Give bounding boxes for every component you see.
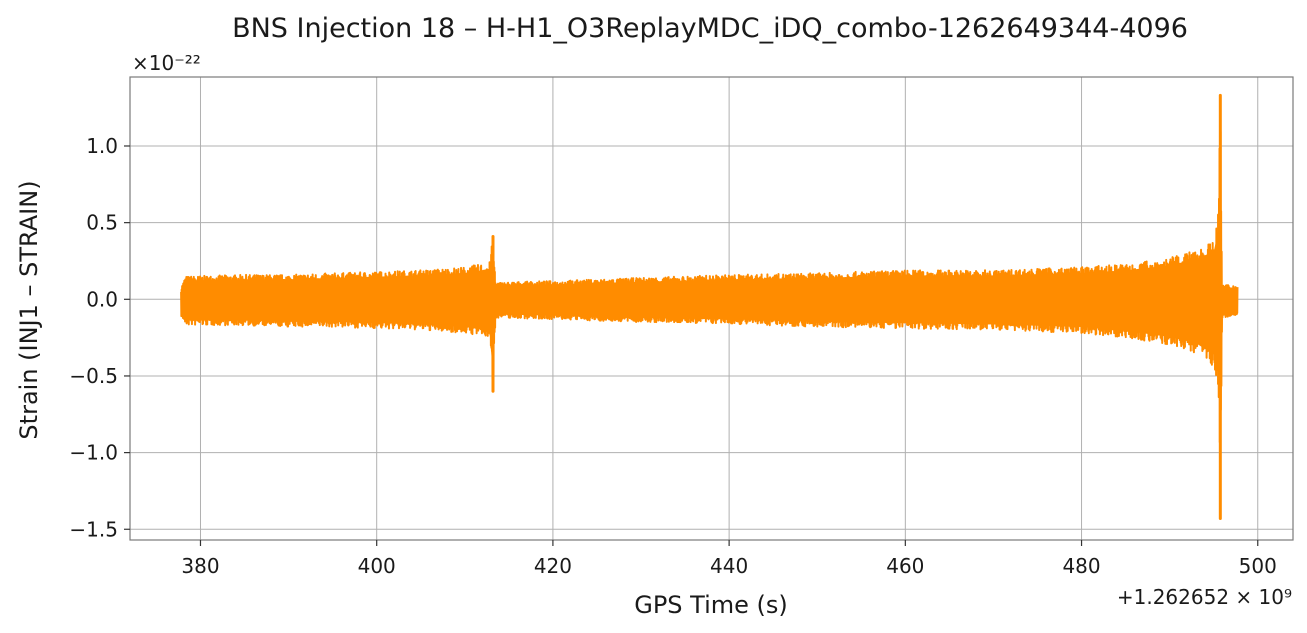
- y-tick-label: −1.0: [69, 441, 118, 465]
- x-axis-ticks: 380 400 420 440 460 480 500: [181, 540, 1277, 578]
- x-axis-label: GPS Time (s): [634, 591, 788, 619]
- y-tick-label: 1.0: [86, 134, 118, 158]
- series-layer: [180, 93, 1239, 521]
- x-tick-label: 500: [1239, 554, 1277, 578]
- plot-frame: [129, 76, 1294, 541]
- y-tick-label: 0.0: [86, 287, 118, 311]
- y-tick-label: 0.5: [86, 211, 118, 235]
- y-tick-label: −0.5: [69, 364, 118, 388]
- x-tick-label: 420: [534, 554, 572, 578]
- strain-series-line: [180, 130, 1239, 494]
- y-axis-label: Strain (INJ1 – STRAIN): [15, 180, 43, 439]
- y-tick-label: −1.5: [69, 517, 118, 541]
- x-tick-label: 380: [181, 554, 219, 578]
- y-axis-ticks: 1.0 0.5 0.0 −0.5 −1.0 −1.5: [69, 134, 130, 541]
- x-offset-label: +1.262652 × 10⁹: [1117, 585, 1292, 609]
- x-tick-label: 400: [358, 554, 396, 578]
- x-tick-label: 480: [1062, 554, 1100, 578]
- x-tick-label: 460: [886, 554, 924, 578]
- y-scale-label: ×10⁻²²: [132, 51, 201, 75]
- chart-title: BNS Injection 18 – H-H1_O3ReplayMDC_iDQ_…: [232, 13, 1188, 44]
- x-tick-label: 440: [710, 554, 748, 578]
